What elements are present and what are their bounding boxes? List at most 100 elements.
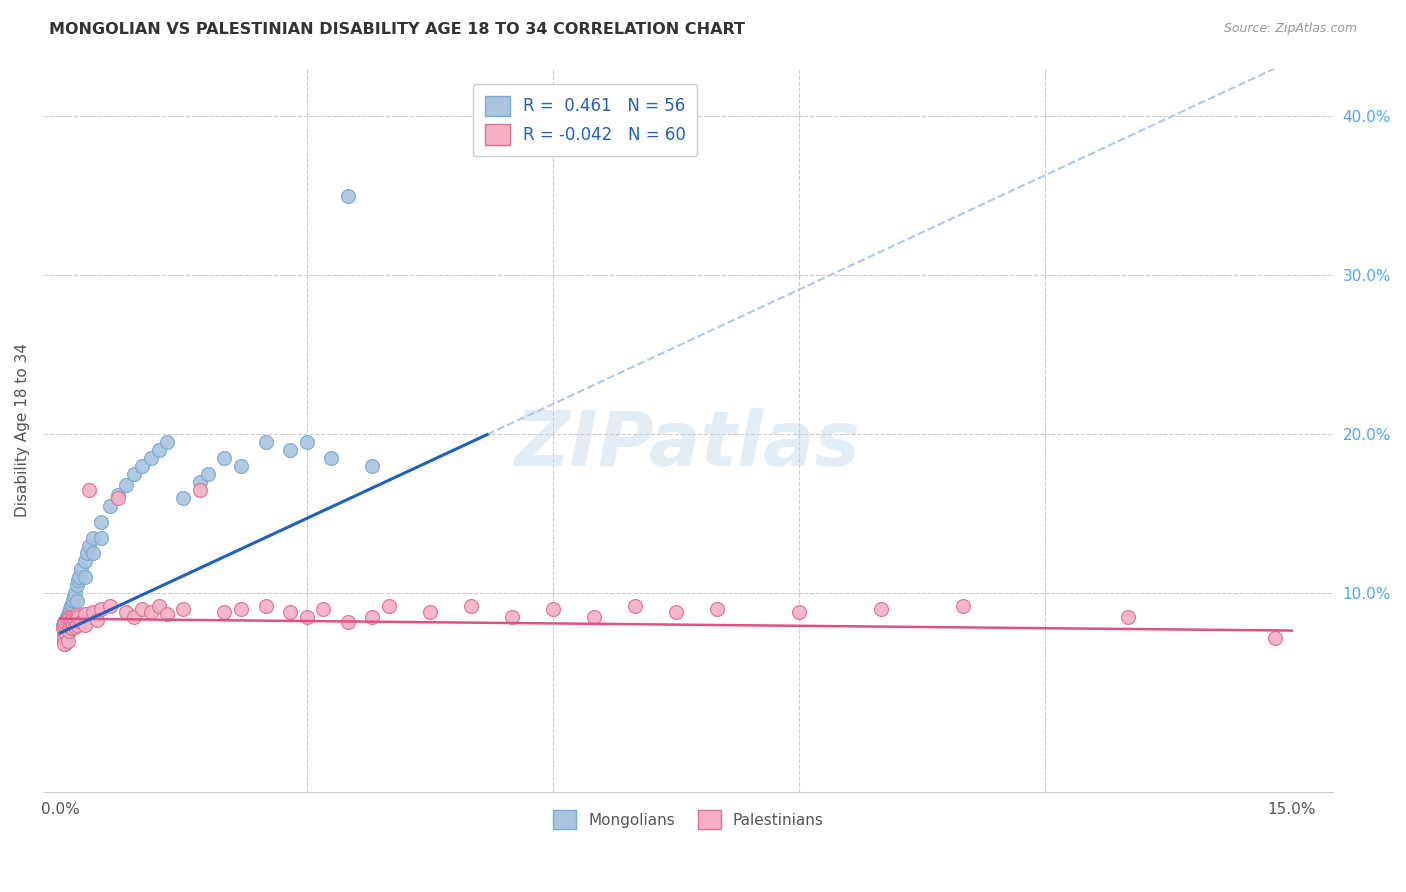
Text: ZIPatlas: ZIPatlas xyxy=(516,408,862,482)
Point xyxy=(67,570,90,584)
Point xyxy=(76,546,98,560)
Point xyxy=(172,491,194,505)
Point xyxy=(58,605,80,619)
Point xyxy=(229,602,252,616)
Point xyxy=(62,610,84,624)
Point xyxy=(336,188,359,202)
Text: Source: ZipAtlas.com: Source: ZipAtlas.com xyxy=(1223,22,1357,36)
Point xyxy=(98,499,121,513)
Text: MONGOLIAN VS PALESTINIAN DISABILITY AGE 18 TO 34 CORRELATION CHART: MONGOLIAN VS PALESTINIAN DISABILITY AGE … xyxy=(49,22,745,37)
Point xyxy=(53,615,76,629)
Point xyxy=(62,610,84,624)
Point xyxy=(82,531,104,545)
Point xyxy=(55,613,77,627)
Point xyxy=(870,602,893,616)
Point xyxy=(63,590,86,604)
Point xyxy=(419,605,441,619)
Point xyxy=(107,488,129,502)
Point xyxy=(52,631,75,645)
Point xyxy=(52,621,75,635)
Point xyxy=(56,608,79,623)
Point xyxy=(501,610,523,624)
Point xyxy=(98,599,121,613)
Point xyxy=(62,594,84,608)
Point xyxy=(90,602,112,616)
Point xyxy=(56,627,79,641)
Point xyxy=(63,612,86,626)
Point xyxy=(197,467,219,481)
Point xyxy=(107,491,129,505)
Point xyxy=(188,483,211,497)
Point xyxy=(229,458,252,473)
Point xyxy=(665,605,688,619)
Point xyxy=(56,613,79,627)
Point xyxy=(156,435,179,450)
Point xyxy=(55,626,77,640)
Point xyxy=(59,619,82,633)
Point xyxy=(56,634,79,648)
Point xyxy=(139,451,162,466)
Point xyxy=(1116,610,1139,624)
Point xyxy=(86,613,108,627)
Point xyxy=(69,562,91,576)
Point xyxy=(295,610,318,624)
Legend: Mongolians, Palestinians: Mongolians, Palestinians xyxy=(547,804,830,835)
Point xyxy=(52,618,75,632)
Point xyxy=(73,607,96,621)
Point xyxy=(58,610,80,624)
Point xyxy=(952,599,974,613)
Point xyxy=(115,478,138,492)
Point xyxy=(278,605,301,619)
Point xyxy=(361,458,384,473)
Point xyxy=(787,605,810,619)
Point xyxy=(66,578,89,592)
Point xyxy=(188,475,211,489)
Point xyxy=(58,623,80,637)
Point xyxy=(62,592,84,607)
Point xyxy=(77,483,100,497)
Point xyxy=(77,539,100,553)
Point xyxy=(139,605,162,619)
Point xyxy=(62,618,84,632)
Point xyxy=(278,443,301,458)
Point xyxy=(56,610,79,624)
Point xyxy=(90,515,112,529)
Point xyxy=(60,621,83,635)
Point xyxy=(59,613,82,627)
Point xyxy=(58,612,80,626)
Point xyxy=(706,602,728,616)
Point xyxy=(295,435,318,450)
Point xyxy=(122,610,145,624)
Point xyxy=(312,602,335,616)
Point xyxy=(58,621,80,635)
Point xyxy=(53,637,76,651)
Point xyxy=(131,602,153,616)
Point xyxy=(156,607,179,621)
Point xyxy=(66,608,89,623)
Point xyxy=(53,637,76,651)
Point xyxy=(82,546,104,560)
Point xyxy=(460,599,482,613)
Point xyxy=(624,599,647,613)
Point xyxy=(56,624,79,639)
Point xyxy=(90,531,112,545)
Point xyxy=(115,605,138,619)
Point xyxy=(67,574,90,588)
Point xyxy=(66,618,89,632)
Point xyxy=(55,631,77,645)
Point xyxy=(60,598,83,612)
Point xyxy=(52,626,75,640)
Point xyxy=(53,618,76,632)
Point xyxy=(214,451,236,466)
Point xyxy=(53,634,76,648)
Point xyxy=(172,602,194,616)
Point xyxy=(63,586,86,600)
Point xyxy=(122,467,145,481)
Point xyxy=(59,599,82,613)
Point xyxy=(73,570,96,584)
Point xyxy=(214,605,236,619)
Point xyxy=(82,605,104,619)
Point xyxy=(336,615,359,629)
Point xyxy=(1264,631,1286,645)
Point xyxy=(73,554,96,568)
